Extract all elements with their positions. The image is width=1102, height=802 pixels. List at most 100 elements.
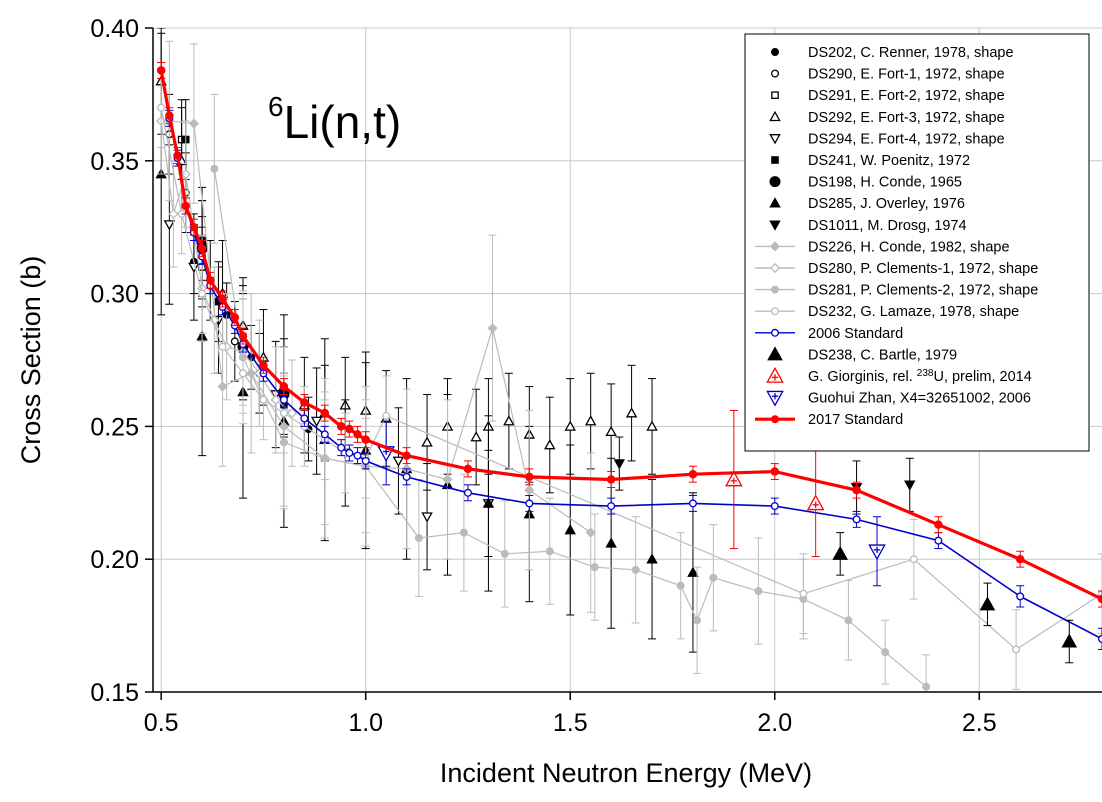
data-point	[881, 648, 890, 657]
data-point	[934, 520, 943, 529]
legend-label: G. Giorginis, rel. 238U, prelim, 2014	[808, 368, 1032, 386]
data-point	[218, 294, 227, 304]
x-tick-label: 1.5	[553, 709, 588, 737]
data-point	[470, 431, 482, 442]
series-15	[725, 409, 825, 558]
data-point	[238, 331, 248, 341]
data-point	[463, 464, 473, 474]
legend-label: DS281, P. Clements-2, 1972, shape	[808, 283, 1038, 299]
data-point	[259, 361, 268, 370]
annotation-main: Li(n,t)	[284, 96, 402, 148]
data-point	[922, 682, 931, 691]
data-point	[631, 565, 640, 574]
legend: DS202, C. Renner, 1978, shape DS290, E. F…	[744, 33, 1090, 452]
data-point	[1016, 592, 1025, 601]
legend-label: DS198, H. Conde, 1965	[808, 175, 962, 191]
legend-entry-8: DS1011, M. Drosg, 1974	[769, 218, 967, 234]
legend-entry-12: DS232, G. Lamaze, 1978, shape	[755, 304, 1019, 320]
data-point	[230, 337, 239, 346]
data-point	[165, 111, 174, 120]
data-point	[754, 587, 763, 596]
data-point	[770, 467, 780, 476]
legend-entry-1: DS290, E. Fort-1, 1972, shape	[770, 67, 1005, 83]
legend-marker	[770, 307, 780, 316]
y-tick-label: 0.25	[90, 413, 139, 441]
data-point	[336, 422, 346, 431]
legend-marker	[771, 156, 779, 164]
data-point	[832, 545, 849, 560]
data-point	[157, 103, 166, 112]
legend-label: 2017 Standard	[808, 412, 903, 428]
legend-label: Guohui Zhan, X4=32651002, 2006	[808, 391, 1031, 407]
data-point	[206, 276, 215, 285]
legend-marker	[770, 415, 780, 424]
data-point	[564, 420, 576, 431]
data-point	[188, 262, 200, 273]
data-point	[503, 415, 515, 426]
data-point	[687, 566, 699, 577]
data-point	[382, 411, 391, 420]
data-point	[1097, 594, 1102, 604]
data-point	[584, 415, 597, 426]
legend-marker	[769, 197, 781, 208]
data-point	[402, 451, 411, 460]
data-point	[904, 480, 916, 491]
data-point	[613, 459, 626, 470]
data-point	[286, 408, 298, 419]
data-point	[525, 499, 534, 508]
data-point	[421, 512, 433, 523]
series-line	[160, 107, 1102, 651]
legend-label: DS226, H. Conde, 1982, shape	[808, 239, 1010, 255]
data-point	[163, 220, 176, 231]
data-point	[353, 451, 362, 460]
legend-label: DS232, G. Lamaze, 1978, shape	[808, 304, 1019, 320]
y-tick-label: 0.35	[90, 148, 139, 176]
legend-marker	[769, 176, 781, 188]
data-point	[300, 398, 309, 407]
data-point	[590, 563, 599, 572]
legend-marker	[770, 69, 780, 78]
data-point	[270, 394, 281, 405]
data-point	[188, 118, 200, 129]
legend-marker	[770, 47, 780, 57]
legend-entry-15: G. Giorginis, rel. 238U, prelim, 2014	[766, 366, 1032, 386]
data-point	[799, 589, 808, 598]
data-point	[688, 469, 698, 479]
legend-marker	[770, 285, 780, 294]
data-point	[979, 596, 996, 611]
data-point	[345, 448, 354, 457]
series-line	[159, 70, 1102, 601]
legend-entry-16: Guohui Zhan, X4=32651002, 2006	[766, 391, 1031, 407]
legend-entry-10: DS280, P. Clements-1, 1972, shape	[755, 261, 1038, 277]
legend-entry-0: DS202, C. Renner, 1978, shape	[770, 45, 1014, 61]
legend-box	[744, 33, 1090, 452]
data-point	[1012, 645, 1021, 654]
data-point	[189, 222, 199, 232]
legend-entry-11: DS281, P. Clements-2, 1972, shape	[755, 283, 1038, 299]
x-axis-title: Incident Neutron Energy (MeV)	[440, 758, 812, 788]
legend-marker	[771, 91, 779, 100]
axes	[152, 28, 1102, 693]
legend-entry-3: DS292, E. Fort-3, 1972, shape	[769, 110, 1005, 126]
x-tick-label: 1.0	[348, 709, 383, 737]
data-point	[210, 164, 219, 173]
legend-entry-6: DS198, H. Conde, 1965	[769, 175, 962, 191]
data-point	[402, 472, 411, 481]
legend-marker	[769, 134, 781, 145]
data-point	[300, 414, 309, 423]
legend-label: DS238, C. Bartle, 1979	[808, 347, 957, 363]
x-tick-label: 2.0	[757, 709, 792, 737]
y-axis-title: Cross Section (b)	[16, 256, 46, 465]
y-tick-label: 0.30	[90, 281, 139, 309]
data-point	[646, 420, 658, 431]
data-point	[500, 549, 509, 558]
data-point	[442, 474, 453, 485]
data-point	[676, 581, 685, 590]
data-point	[606, 475, 616, 484]
data-point	[1061, 633, 1078, 648]
data-point	[181, 201, 190, 211]
legend-entry-4: DS294, E. Fort-4, 1972, shape	[769, 131, 1005, 147]
data-point	[844, 616, 853, 625]
x-tick-label: 0.5	[144, 709, 179, 737]
